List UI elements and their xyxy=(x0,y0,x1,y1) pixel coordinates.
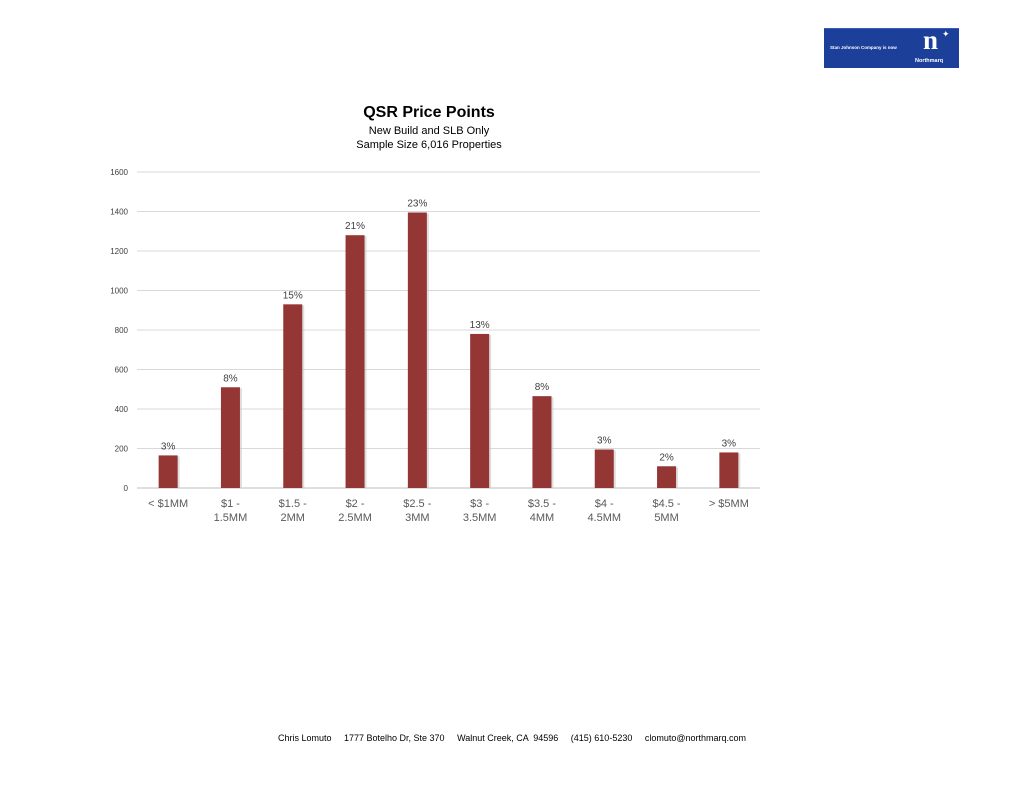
x-tick-label: $2 - xyxy=(346,498,365,510)
y-tick-label: 200 xyxy=(115,445,129,454)
bar xyxy=(407,212,427,489)
bar xyxy=(345,235,365,488)
data-label: 13% xyxy=(470,320,490,331)
x-tick-label: 4MM xyxy=(530,512,554,524)
bar xyxy=(158,455,178,488)
bar xyxy=(594,449,614,488)
data-label: 15% xyxy=(283,290,303,301)
bar xyxy=(657,466,677,488)
y-tick-label: 1400 xyxy=(110,208,128,217)
chart-subtitle-2: Sample Size 6,016 Properties xyxy=(356,139,502,151)
bar xyxy=(470,333,490,488)
data-label: 2% xyxy=(659,452,674,463)
x-tick-label: 2.5MM xyxy=(338,512,372,524)
data-label: 21% xyxy=(345,221,365,232)
data-label: 8% xyxy=(223,373,238,384)
bar xyxy=(220,387,240,488)
bar xyxy=(283,304,303,488)
x-tick-label: $1.5 - xyxy=(279,498,307,510)
x-tick-label: $4.5 - xyxy=(652,498,680,510)
footer-contact: Chris Lomuto 1777 Botelho Dr, Ste 370 Wa… xyxy=(277,733,747,743)
logo-tagline: Stan Johnson Company is now xyxy=(830,45,897,50)
logo-letter: n xyxy=(923,25,939,55)
x-tick-label: > $5MM xyxy=(709,498,749,510)
logo-wordmark: Northmarq xyxy=(915,58,944,64)
y-tick-label: 600 xyxy=(115,366,129,375)
data-label: 3% xyxy=(722,438,737,449)
chart-title: QSR Price Points xyxy=(363,104,495,121)
data-label: 23% xyxy=(407,198,427,209)
bar xyxy=(532,396,552,488)
y-tick-label: 1600 xyxy=(110,168,128,177)
x-tick-label: 2MM xyxy=(281,512,305,524)
x-tick-label: 4.5MM xyxy=(587,512,621,524)
x-tick-label: 1.5MM xyxy=(214,512,248,524)
chart-subtitle-1: New Build and SLB Only xyxy=(368,125,490,137)
y-tick-label: 800 xyxy=(115,326,129,335)
logo-star-icon: ✦ xyxy=(942,29,950,39)
x-tick-label: $3.5 - xyxy=(528,498,556,510)
y-tick-label: 400 xyxy=(115,405,129,414)
x-tick-label: < $1MM xyxy=(148,498,188,510)
x-tick-label: $2.5 - xyxy=(403,498,431,510)
data-label: 8% xyxy=(535,382,550,393)
x-tick-label: $3 - xyxy=(470,498,489,510)
x-tick-label: $1 - xyxy=(221,498,240,510)
northmarq-logo: Stan Johnson Company is now n ✦ Northmar… xyxy=(824,25,959,68)
x-tick-label: 5MM xyxy=(654,512,678,524)
bar xyxy=(719,452,739,488)
x-tick-label: 3MM xyxy=(405,512,429,524)
x-tick-label: $4 - xyxy=(595,498,614,510)
y-tick-label: 1200 xyxy=(110,247,128,256)
y-tick-label: 0 xyxy=(124,484,129,493)
x-tick-label: 3.5MM xyxy=(463,512,497,524)
data-label: 3% xyxy=(161,441,176,452)
y-tick-label: 1000 xyxy=(110,287,128,296)
data-label: 3% xyxy=(597,435,612,446)
